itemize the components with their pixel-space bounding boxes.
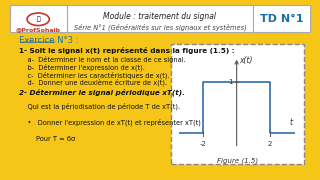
Text: 2- Déterminer le signal périodique xT(t).: 2- Déterminer le signal périodique xT(t)… [19, 88, 185, 96]
Text: t: t [290, 118, 293, 127]
Text: 1: 1 [228, 79, 233, 85]
Text: @ProfSohaib: @ProfSohaib [16, 27, 61, 32]
Text: 🎓: 🎓 [36, 17, 40, 22]
Bar [10, 5, 67, 32]
Text: c-  Déterminer les caractéristiques de x(t).: c- Déterminer les caractéristiques de x(… [19, 71, 169, 79]
Text: Série N°1 (Généralités sur les signaux et systèmes): Série N°1 (Généralités sur les signaux e… [74, 23, 246, 31]
Text: b-  Déterminer l'expression de x(t).: b- Déterminer l'expression de x(t). [19, 64, 145, 71]
Bar [253, 5, 310, 32]
Text: d-  Donner une deuxième écriture de x(t).: d- Donner une deuxième écriture de x(t). [19, 79, 167, 86]
Text: Qui est la périodisation de période T de xT(t).: Qui est la périodisation de période T de… [19, 102, 180, 110]
Text: -2: -2 [200, 141, 207, 147]
Bar [171, 44, 304, 165]
Text: Exercice N°3 :: Exercice N°3 : [19, 36, 78, 45]
Text: 1- Soit le signal x(t) représenté dans la figure (1.5) :: 1- Soit le signal x(t) représenté dans l… [19, 47, 234, 54]
Bar [10, 5, 310, 32]
Text: Module : traitement du signal: Module : traitement du signal [103, 12, 217, 21]
Text: Figure (1.5): Figure (1.5) [217, 157, 258, 164]
Text: x(t): x(t) [240, 56, 253, 65]
Text: •   Donner l'expression de xT(t) et représenter xT(t): • Donner l'expression de xT(t) et représ… [19, 119, 201, 126]
Text: TD N°1: TD N°1 [260, 14, 304, 24]
Text: a-  Déterminer le nom et la classe de ce signal.: a- Déterminer le nom et la classe de ce … [19, 56, 185, 63]
Text: 2: 2 [268, 141, 272, 147]
Text: Pour T = 6σ: Pour T = 6σ [19, 136, 75, 142]
